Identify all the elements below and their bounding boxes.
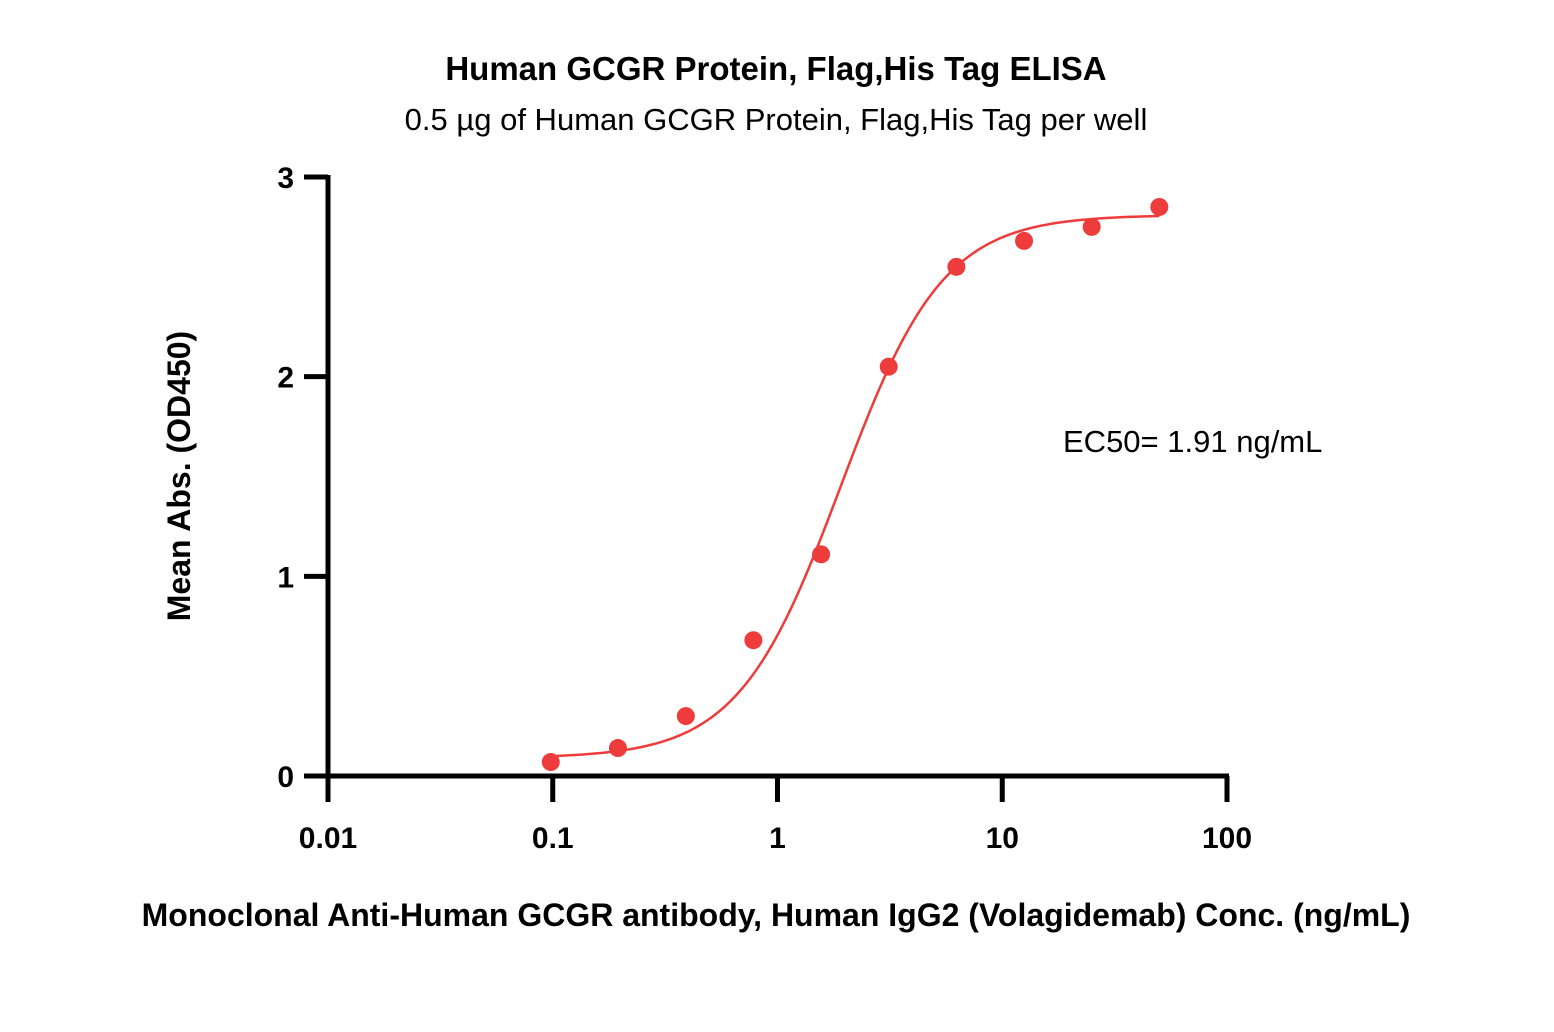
- data-point: [1150, 197, 1169, 216]
- fit-curve: [550, 214, 1160, 758]
- data-point: [1082, 217, 1101, 236]
- data-point: [608, 739, 627, 758]
- data-point: [1015, 231, 1034, 250]
- x-tick-label: 1: [769, 822, 786, 855]
- y-tick-label: 1: [277, 561, 294, 594]
- y-tick-label: 2: [277, 362, 294, 395]
- chart-title: Human GCGR Protein, Flag,His Tag ELISA: [445, 50, 1106, 87]
- data-point: [879, 357, 898, 376]
- y-axis-label: Mean Abs. (OD450): [161, 331, 197, 621]
- x-tick-label: 0.01: [299, 822, 357, 855]
- data-point: [541, 753, 560, 772]
- ec50-annotation: EC50= 1.91 ng/mL: [1063, 424, 1322, 459]
- x-tick-label: 0.1: [532, 822, 574, 855]
- x-tick-label: 100: [1202, 822, 1252, 855]
- chart-subtitle: 0.5 µg of Human GCGR Protein, Flag,His T…: [405, 102, 1148, 137]
- data-point: [947, 257, 966, 276]
- data-point: [676, 707, 695, 726]
- data-point: [744, 631, 763, 650]
- data-points: [541, 197, 1169, 772]
- data-point: [812, 545, 831, 564]
- y-tick-label: 0: [277, 761, 294, 794]
- axes: [304, 174, 1230, 802]
- tick-labels: 0 1 2 3 0.01 0.1 1 10 100: [277, 162, 1252, 855]
- y-tick-label: 3: [277, 162, 294, 195]
- x-tick-label: 10: [986, 822, 1019, 855]
- x-axis-label: Monoclonal Anti-Human GCGR antibody, Hum…: [142, 897, 1411, 933]
